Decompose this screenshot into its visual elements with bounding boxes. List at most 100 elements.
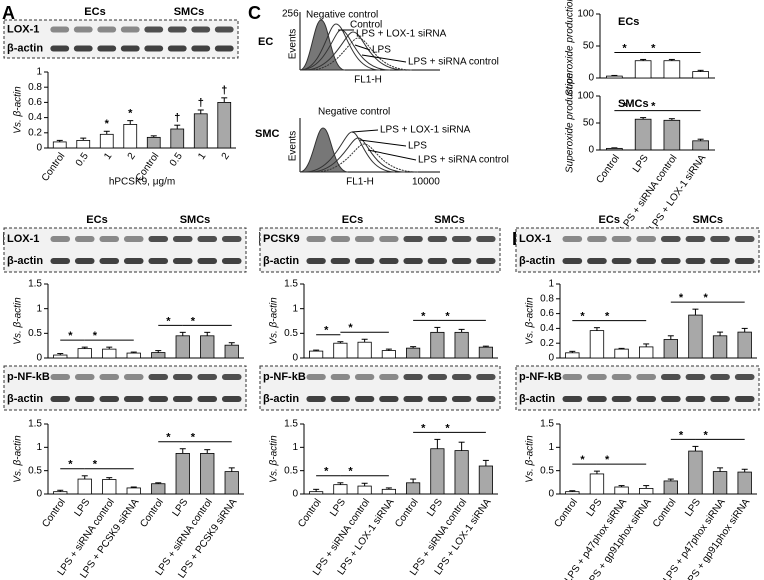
y-tick-label: 0.2 — [540, 338, 554, 349]
group-label: SMCs — [174, 6, 205, 18]
bar — [151, 352, 166, 359]
bar — [454, 450, 469, 495]
blot-band — [167, 45, 187, 52]
leader — [361, 54, 407, 63]
bar — [606, 75, 623, 79]
blot-band — [734, 396, 755, 402]
blot-band — [710, 374, 730, 380]
blot-band — [403, 258, 423, 264]
significance-label: * — [68, 459, 73, 471]
y-axis-label: Superoxide production — [565, 0, 576, 96]
blot-band — [73, 45, 93, 52]
blot-band — [197, 258, 218, 264]
bar — [53, 354, 68, 359]
cell-label: EC — [258, 36, 273, 48]
blot-band — [427, 236, 448, 242]
bar — [634, 60, 652, 79]
blot-band — [636, 396, 657, 402]
bar — [606, 147, 623, 151]
blot-band — [427, 258, 448, 264]
blot-band — [50, 396, 71, 402]
y-tick-label: 1 — [292, 442, 298, 453]
legend-label: LPS + LOX-1 siRNA — [380, 125, 471, 136]
group-label: SMCs — [434, 214, 465, 226]
blot-band — [144, 26, 164, 33]
blot-label: β-actin — [519, 255, 555, 267]
blot-label: p-NF-kB — [263, 371, 306, 383]
bar — [634, 118, 652, 151]
panel-letter: C — [248, 3, 261, 23]
bar — [430, 448, 445, 495]
y-tick-label: 0 — [36, 353, 42, 364]
y-tick-label: 1 — [548, 279, 554, 290]
y-tick-label: 0.5 — [284, 465, 298, 476]
leader — [354, 44, 371, 51]
bar — [712, 335, 728, 359]
blot-band — [636, 258, 657, 264]
y-tick-label: 0.8 — [540, 293, 554, 304]
significance-label: * — [580, 454, 585, 466]
blot-band — [636, 374, 657, 380]
x-tick-label: Control — [594, 153, 622, 186]
bar — [478, 346, 493, 359]
blot-band — [74, 396, 95, 402]
blot-band — [476, 236, 496, 242]
blot-band — [403, 396, 423, 402]
bar — [589, 473, 605, 495]
y-tick-label: 1.5 — [284, 419, 298, 430]
blot-band — [214, 26, 234, 33]
blot-band — [379, 258, 399, 264]
bar — [175, 335, 190, 359]
curve — [304, 31, 406, 71]
cell-label: SMC — [255, 128, 280, 140]
curve — [299, 23, 381, 71]
blot-label: β-actin — [7, 42, 43, 54]
bar — [565, 491, 580, 495]
blot-band — [611, 258, 632, 264]
blot-frame — [515, 227, 760, 273]
blot-band — [148, 374, 169, 380]
axis-label: Events — [288, 29, 299, 60]
annotation: * — [128, 108, 133, 120]
blot-band — [660, 258, 681, 264]
x-tick-label: LPS — [683, 497, 703, 519]
y-axis-label: Vs. β-actin — [525, 435, 536, 483]
blot-band — [197, 374, 218, 380]
y-tick-label: 0.6 — [540, 308, 554, 319]
significance-label: * — [445, 422, 450, 434]
bar — [406, 347, 421, 359]
y-tick-label: 0.5 — [28, 465, 42, 476]
blot-band — [123, 258, 144, 264]
bar — [77, 478, 92, 495]
blot-band — [379, 396, 399, 402]
x-tick-label: 2 — [126, 151, 138, 162]
y-tick-label: 0.4 — [28, 112, 42, 123]
bar — [102, 479, 117, 495]
blot-band — [660, 374, 681, 380]
legend-label: LPS — [408, 141, 427, 152]
y-tick-label: 1 — [36, 67, 42, 78]
y-tick-label: 0 — [588, 145, 594, 156]
blot-band — [330, 258, 351, 264]
y-tick-label: 1 — [36, 303, 42, 314]
group-label: SMCs — [692, 214, 723, 226]
blot-band — [354, 258, 375, 264]
bar — [381, 350, 396, 359]
blot-band — [97, 45, 117, 52]
blot-band — [221, 396, 242, 402]
blot-band — [403, 374, 423, 380]
bar — [478, 465, 493, 495]
bar — [565, 352, 580, 359]
blot-label: p-NF-kB — [519, 371, 562, 383]
legend-label: LPS + siRNA control — [418, 155, 509, 166]
bar — [381, 488, 396, 495]
bar — [454, 331, 469, 359]
bar — [639, 346, 654, 359]
bar — [99, 133, 114, 149]
bar — [406, 482, 421, 495]
y-tick-label: 1 — [36, 442, 42, 453]
significance-label: * — [421, 310, 426, 322]
x-tick-label: LPS — [171, 497, 191, 519]
curve — [309, 137, 406, 173]
